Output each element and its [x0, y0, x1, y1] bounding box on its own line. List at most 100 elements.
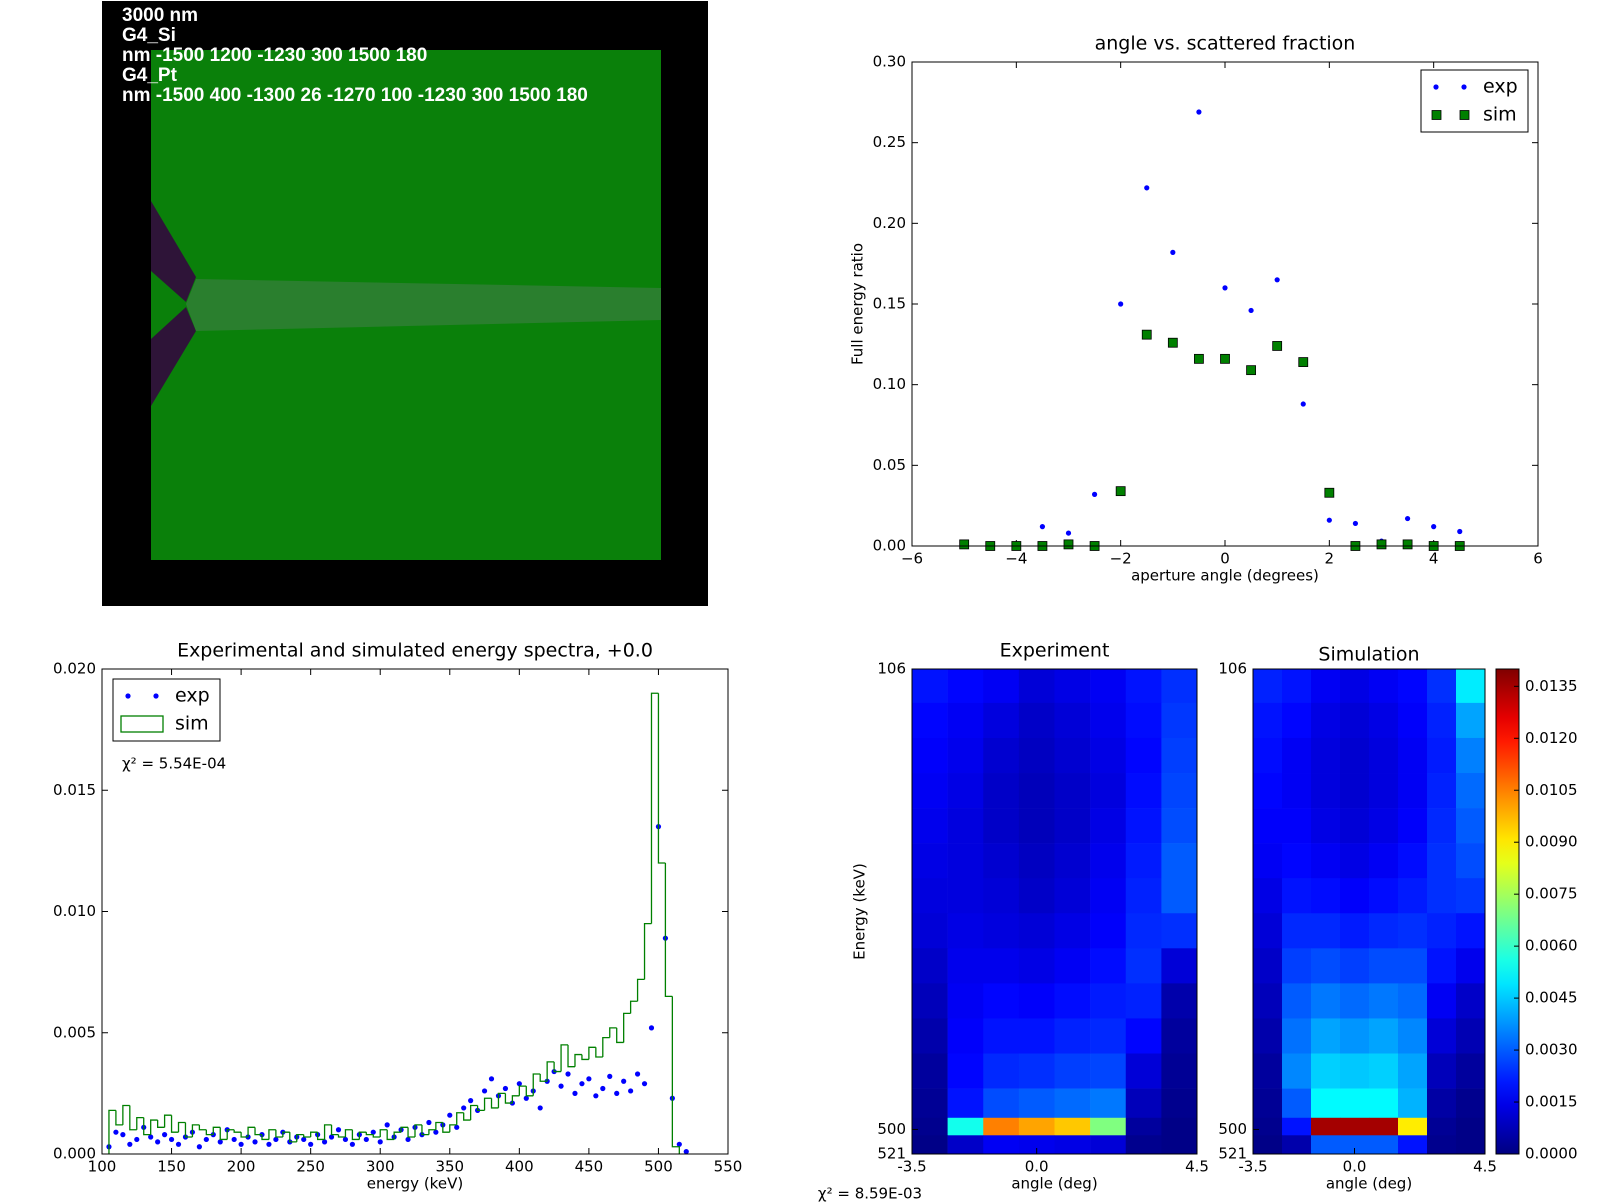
histogram-step	[539, 1073, 548, 1082]
heatmap-cell	[1398, 737, 1428, 774]
heatmap-cell	[1018, 1117, 1055, 1136]
heatmap-cell	[1427, 913, 1457, 949]
data-point	[238, 1141, 244, 1147]
heatmap-cell	[1340, 1117, 1370, 1136]
data-point	[1376, 539, 1387, 550]
heatmap-cell	[1311, 1135, 1341, 1155]
heatmap-cell	[912, 808, 948, 844]
colorbar-tick-label: 0.0135	[1525, 677, 1578, 695]
histogram-step	[296, 1133, 304, 1142]
heatmap-cell	[1282, 1135, 1312, 1155]
data-point	[1431, 524, 1437, 530]
heatmap-cell	[1398, 1018, 1428, 1054]
heatmap-cell	[912, 773, 948, 809]
data-point	[1115, 486, 1126, 497]
y-tick-label: 500	[1218, 1120, 1247, 1138]
histogram-step	[163, 1114, 172, 1128]
colorbar-tick-label: 0.0045	[1525, 989, 1578, 1007]
colorbar-tick-label: 0.0120	[1525, 729, 1578, 747]
heatmap-cell	[1427, 669, 1457, 704]
heatmap-cell	[1253, 1135, 1283, 1155]
heatmap-cell	[1125, 913, 1162, 949]
x-tick-label: 0	[1220, 550, 1230, 568]
heatmap-cell	[1456, 1018, 1486, 1054]
legend-marker	[153, 693, 159, 699]
legend-marker	[1459, 110, 1470, 120]
heatmap-cell	[1427, 702, 1457, 739]
histogram-step	[379, 1129, 388, 1138]
histogram-step	[316, 1132, 325, 1141]
x-tick-label: 6	[1533, 550, 1543, 568]
heatmap-cell	[1427, 1135, 1457, 1155]
heatmap-cell	[1369, 737, 1399, 774]
data-point	[621, 1078, 627, 1084]
histogram-step	[323, 1124, 332, 1140]
heatmap-cell	[1340, 669, 1370, 704]
histogram-step	[115, 1110, 123, 1126]
heatmap-cell	[1018, 773, 1055, 809]
histogram-step	[226, 1129, 235, 1140]
y-tick-label: 521	[877, 1145, 906, 1163]
data-point	[363, 1136, 369, 1143]
histogram-step	[532, 1073, 541, 1096]
heatmap-cell	[1161, 983, 1198, 1019]
data-point	[426, 1119, 432, 1126]
geometry-label: 3000 nm	[122, 5, 198, 26]
histogram-step	[449, 1124, 457, 1133]
colorbar-tick-label: 0.0060	[1525, 937, 1578, 955]
heatmap-cell	[983, 1135, 1020, 1155]
histogram-step	[616, 1027, 624, 1044]
legend-label: exp	[175, 685, 210, 707]
heatmap-cell	[1456, 948, 1486, 984]
data-point	[384, 1122, 390, 1128]
heatmap-cell	[1054, 948, 1091, 984]
heatmap-cell	[1340, 948, 1370, 984]
x-tick-label: −6	[901, 550, 923, 568]
histogram-step	[330, 1124, 339, 1136]
colorbar	[1495, 668, 1520, 1155]
heatmap-cell	[1311, 843, 1341, 879]
histogram-step	[629, 1000, 638, 1014]
heatmap-cell	[912, 843, 948, 879]
data-point	[1091, 491, 1098, 497]
data-point	[1196, 109, 1202, 115]
heatmap-cell	[1018, 913, 1055, 949]
heatmap-cell	[1311, 669, 1341, 704]
heatmap-cell	[1282, 737, 1312, 774]
histogram-step	[358, 1131, 367, 1140]
heatmap-cell	[1253, 948, 1283, 984]
heatmap-cell	[1161, 913, 1198, 949]
heatmap-cell	[1161, 1018, 1198, 1054]
data-point	[1272, 341, 1283, 351]
histogram-step	[386, 1129, 395, 1141]
histogram-step	[483, 1097, 492, 1111]
histogram-step	[150, 1119, 158, 1135]
heatmap-cell	[1282, 843, 1312, 879]
data-point	[1324, 487, 1335, 498]
histogram-step	[261, 1134, 269, 1141]
heatmap-cell	[1369, 1088, 1399, 1119]
x-tick-label: -3.5	[1238, 1158, 1267, 1176]
histogram-step	[560, 1044, 569, 1072]
heatmap-cell	[1054, 983, 1091, 1019]
data-point	[405, 1136, 411, 1143]
y-tick-label: 106	[877, 660, 906, 678]
heatmap-cell	[912, 669, 948, 704]
heatmap-cell	[947, 1135, 984, 1155]
data-point	[1457, 528, 1463, 535]
heatmap-cell	[1456, 808, 1486, 844]
histogram-step	[247, 1126, 256, 1138]
heatmap-cell	[1054, 843, 1091, 879]
heatmap-cell	[983, 702, 1020, 739]
legend-marker	[1433, 84, 1439, 90]
heatmap-cell	[1125, 669, 1162, 704]
histogram-step	[421, 1124, 429, 1136]
histogram-step	[365, 1132, 374, 1136]
data-point	[641, 1081, 648, 1087]
heatmap-cell	[983, 773, 1020, 809]
heatmap-cell	[1398, 948, 1428, 984]
data-point	[648, 1025, 655, 1031]
heatmap-cell	[1253, 669, 1283, 704]
data-point	[308, 1141, 314, 1147]
